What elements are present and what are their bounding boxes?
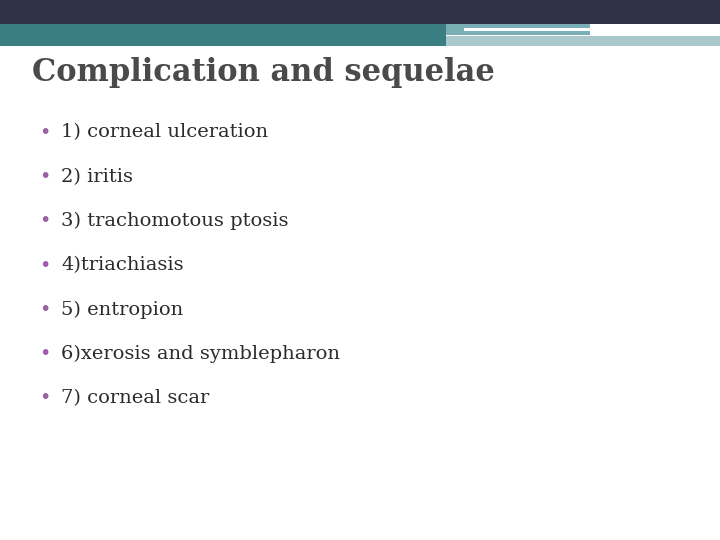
Text: 2) iritis: 2) iritis (61, 167, 133, 186)
Text: 1) corneal ulceration: 1) corneal ulceration (61, 123, 269, 141)
Text: Complication and sequelae: Complication and sequelae (32, 57, 495, 87)
Text: •: • (40, 211, 51, 231)
Text: •: • (40, 300, 51, 319)
Text: 7) corneal scar: 7) corneal scar (61, 389, 210, 407)
Text: •: • (40, 255, 51, 275)
Text: •: • (40, 167, 51, 186)
Text: 5) entropion: 5) entropion (61, 300, 184, 319)
Text: 6)xerosis and symblepharon: 6)xerosis and symblepharon (61, 345, 340, 363)
Text: •: • (40, 123, 51, 142)
Text: 4)triachiasis: 4)triachiasis (61, 256, 184, 274)
Text: 3) trachomotous ptosis: 3) trachomotous ptosis (61, 212, 289, 230)
Text: •: • (40, 344, 51, 363)
Text: •: • (40, 388, 51, 408)
